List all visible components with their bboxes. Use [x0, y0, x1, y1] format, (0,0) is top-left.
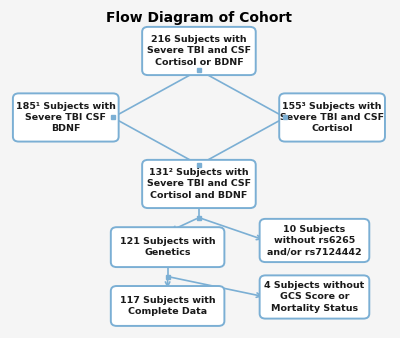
FancyBboxPatch shape: [111, 286, 224, 326]
Text: 117 Subjects with
Complete Data: 117 Subjects with Complete Data: [120, 296, 216, 316]
Text: 185¹ Subjects with
Severe TBI CSF
BDNF: 185¹ Subjects with Severe TBI CSF BDNF: [16, 101, 116, 134]
FancyBboxPatch shape: [111, 227, 224, 267]
FancyBboxPatch shape: [142, 27, 256, 75]
FancyBboxPatch shape: [142, 160, 256, 208]
FancyBboxPatch shape: [260, 219, 369, 262]
FancyBboxPatch shape: [279, 93, 385, 142]
Text: 121 Subjects with
Genetics: 121 Subjects with Genetics: [120, 237, 216, 257]
Text: Flow Diagram of Cohort: Flow Diagram of Cohort: [106, 11, 292, 25]
FancyBboxPatch shape: [13, 93, 119, 142]
Text: 4 Subjects without
GCS Score or
Mortality Status: 4 Subjects without GCS Score or Mortalit…: [264, 281, 364, 313]
Text: 131² Subjects with
Severe TBI and CSF
Cortisol and BDNF: 131² Subjects with Severe TBI and CSF Co…: [147, 168, 251, 200]
Text: 155³ Subjects with
Severe TBI and CSF
Cortisol: 155³ Subjects with Severe TBI and CSF Co…: [280, 101, 384, 134]
FancyBboxPatch shape: [260, 275, 369, 319]
Text: 10 Subjects
without rs6265
and/or rs7124442: 10 Subjects without rs6265 and/or rs7124…: [267, 224, 362, 257]
Text: 216 Subjects with
Severe TBI and CSF
Cortisol or BDNF: 216 Subjects with Severe TBI and CSF Cor…: [147, 35, 251, 67]
